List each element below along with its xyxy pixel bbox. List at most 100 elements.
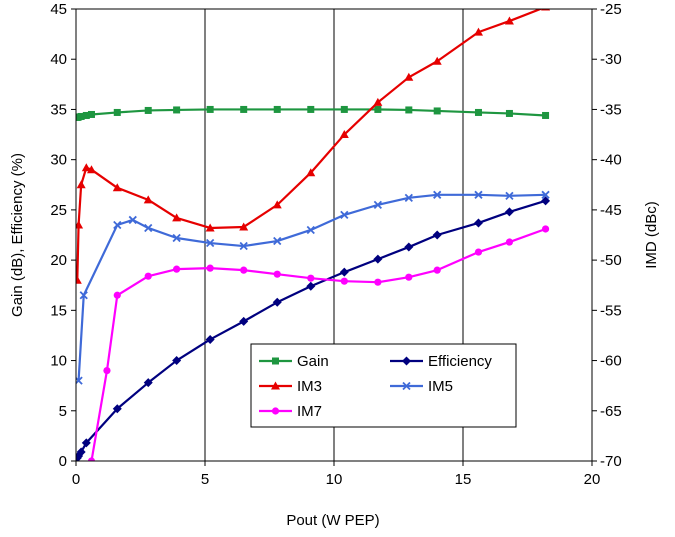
data-point-efficiency — [473, 218, 483, 228]
data-point-im7 — [541, 225, 550, 233]
y-left-tick-label: 10 — [50, 353, 67, 370]
data-point-im5-b — [373, 200, 382, 210]
y-right-tick-label: -55 — [600, 302, 622, 319]
data-point-efficiency — [272, 297, 282, 307]
data-point-im7 — [103, 367, 111, 375]
data-point-im5 — [113, 220, 122, 230]
data-point-gain — [82, 111, 90, 119]
y-left-tick-label: 25 — [50, 202, 67, 219]
series-line-im7 — [90, 227, 546, 461]
data-point-im5 — [128, 215, 137, 225]
data-point-im7 — [405, 273, 413, 281]
data-point-im3 — [81, 163, 91, 172]
data-point-im5 — [206, 238, 215, 248]
data-point-im3 — [272, 200, 282, 209]
y-axis-right-title: IMD (dBc) — [643, 201, 660, 269]
data-point-im5 — [373, 200, 382, 210]
y-right-tick-label: -70 — [600, 453, 622, 470]
y-left-tick-label: 20 — [50, 252, 67, 269]
data-point-efficiency — [143, 378, 153, 388]
data-point-gain — [77, 112, 85, 120]
data-point-im5 — [340, 210, 349, 220]
data-point-im5 — [273, 236, 282, 246]
data-point-efficiency — [306, 281, 316, 291]
x-tick-label: 5 — [201, 471, 209, 488]
data-point-im7 — [374, 278, 382, 286]
data-point-im3 — [504, 16, 514, 25]
data-point-gain — [542, 111, 550, 119]
data-point-im7 — [433, 266, 441, 274]
data-point-im5-b — [505, 191, 514, 200]
legend-label-efficiency: Efficiency — [428, 353, 492, 370]
data-point-gain — [113, 108, 121, 116]
data-point-gain — [87, 110, 95, 118]
data-point-im3 — [143, 195, 153, 204]
data-point-efficiency — [339, 267, 349, 277]
data-point-im7 — [144, 272, 152, 280]
data-point-im5-b — [541, 190, 550, 199]
data-point-im5 — [306, 225, 315, 235]
data-point-im3 — [404, 72, 414, 81]
data-point-efficiency — [541, 196, 551, 206]
data-point-efficiency — [504, 207, 514, 217]
data-point-gain — [307, 105, 315, 113]
data-point-im5 — [505, 191, 514, 200]
series-efficiency — [76, 196, 551, 461]
data-point-efficiency — [373, 254, 383, 264]
legend-marker-gain — [272, 357, 279, 365]
data-point-im5-b — [113, 220, 122, 230]
legend-label-gain: Gain — [297, 353, 329, 370]
y-left-tick-label: 0 — [59, 453, 67, 470]
data-point-im5-b — [239, 241, 248, 251]
data-point-im3 — [205, 223, 215, 232]
data-point-im3 — [239, 222, 249, 231]
y-left-tick-label: 30 — [50, 152, 67, 169]
legend-marker-im7 — [271, 407, 280, 415]
y-right-tick-label: -45 — [600, 202, 622, 219]
data-point-efficiency — [205, 334, 215, 344]
data-point-im7 — [340, 277, 348, 285]
data-point-im3 — [339, 130, 349, 139]
legend-box — [250, 343, 517, 428]
data-point-efficiency — [239, 316, 249, 326]
legend-marker-im3 — [271, 381, 280, 390]
series-line-im3 — [76, 9, 544, 281]
data-point-gain — [405, 106, 413, 114]
legend: Gain Efficiency IM3 IM5 IM7 — [250, 343, 517, 428]
data-point-im5-b — [474, 190, 483, 199]
data-point-im3 — [76, 180, 86, 189]
data-point-im5 — [172, 233, 181, 243]
data-point-gain — [433, 107, 441, 115]
data-point-im5-b — [144, 223, 153, 233]
data-point-im7 — [87, 457, 96, 461]
data-point-im3 — [373, 97, 383, 106]
data-point-im3 — [172, 213, 182, 222]
x-tick-label: 10 — [326, 471, 343, 488]
data-point-im7 — [173, 265, 181, 273]
data-point-gain — [240, 105, 248, 113]
data-point-gain — [273, 105, 281, 113]
data-point-efficiency — [432, 230, 442, 240]
x-tick-label: 0 — [72, 471, 80, 488]
data-point-im5-b — [128, 215, 137, 225]
data-point-efficiency — [404, 242, 414, 252]
y-right-tick-label: -65 — [600, 403, 622, 420]
y-right-tick-label: -35 — [600, 101, 622, 118]
data-point-im7 — [273, 270, 281, 278]
data-point-gain — [173, 106, 181, 114]
data-point-im5-b — [273, 236, 282, 246]
data-point-im3 — [112, 183, 122, 192]
data-point-im5 — [239, 241, 248, 251]
y-left-tick-label: 15 — [50, 302, 67, 319]
data-point-efficiency — [112, 404, 122, 414]
data-point-gain — [474, 108, 482, 116]
data-point-im5-b — [79, 291, 88, 300]
data-point-im3 — [306, 168, 316, 177]
data-point-im5 — [474, 190, 483, 199]
data-point-im7 — [474, 248, 483, 256]
series-group — [76, 9, 551, 461]
data-point-gain — [374, 105, 382, 113]
data-point-im3 — [473, 27, 483, 36]
